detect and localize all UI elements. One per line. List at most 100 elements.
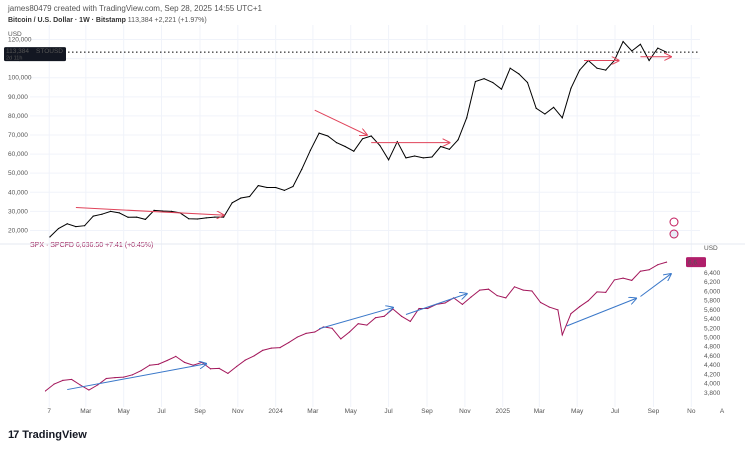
spx-y-tick-label: 5,400 [704,316,721,323]
spx-price-tag [686,257,706,268]
btc-point [370,135,372,137]
btc-point [344,145,346,148]
btc-y-tick-label: 30,000 [8,208,28,215]
spx-point [557,309,559,311]
spx-point [105,377,107,380]
spx-y-tick-label: 5,600 [704,307,721,314]
btc-point [431,156,433,158]
blue-trend-arrow [640,274,670,297]
btc-point [509,67,511,69]
spx-point [262,349,264,352]
btc-point [327,135,329,137]
spx-y-tick-label: 4,000 [704,381,721,388]
spx-point [587,300,589,302]
btc-point [457,139,459,141]
spx-point [427,307,429,310]
price-tags: 113,384 STOUSD 2d 11h 6,6.. [4,47,706,268]
btc-point [353,150,355,152]
btc-point [387,159,390,161]
spx-point [209,368,212,370]
spx-legend[interactable]: SPX · SPCFD 6,636.50 +7.41 (+0.45%) [30,242,153,249]
spx-point [657,264,659,266]
btc-point [596,67,598,69]
spx-point [331,327,333,329]
spx-point [296,336,298,338]
spx-y-tick-label: 4,600 [704,353,721,360]
spx-point [665,261,668,263]
chart-attribution: james80479 created with TradingView.com,… [8,4,263,13]
pane-icons[interactable] [669,217,679,239]
btc-point [422,157,424,159]
time-axis[interactable]: 7 Mar May Jul Sep Nov 2024 Mar May Jul Sep Nov 2025 M… [47,408,724,415]
price-axis[interactable]: USD USD 20,000 30,000 40,000 50,000 60,000 70… [8,31,721,397]
btc-point [466,117,468,119]
btc-point [544,113,546,115]
time-axis-settings: A [720,408,725,415]
spx-point [596,291,598,293]
btc-point [518,73,520,75]
spx-point [166,359,168,362]
spx-point [605,291,607,293]
btc-point [75,226,77,228]
tradingview-logo[interactable]: 17 TradingView [8,429,87,441]
spx-point [392,308,394,310]
spx-y-tick-label: 4,800 [704,344,721,351]
btc-point [170,210,173,212]
spx-point [131,374,133,376]
time-axis-label: May [571,408,584,415]
btc-y-tick-label: 50,000 [8,170,28,177]
btc-point [414,155,416,157]
spx-point [531,290,533,292]
btc-point [57,227,60,230]
time-axis-label: Mar [534,408,546,415]
spx-point [622,277,624,279]
spx-point [548,306,550,308]
us-flag-icon [669,229,679,239]
btc-y-tick-label: 70,000 [8,132,28,139]
spx-point [314,331,316,333]
btc-point [188,218,190,220]
spx-point [613,279,615,281]
btc-currency-label: USD [8,31,22,38]
btc-y-tick-label: 80,000 [8,113,28,120]
spx-point [157,363,160,365]
spx-point [461,303,463,305]
grid [0,25,745,407]
spx-point [631,279,633,281]
btc-point [240,197,242,199]
btc-point [118,212,120,214]
btc-y-tick-label: 120,000 [8,37,32,44]
btc-point [205,217,207,219]
btc-price-tag-value: 113,384 [6,48,29,55]
spx-point [401,315,403,317]
btc-point [275,186,277,189]
time-axis-label: Jul [384,408,393,415]
btc-point [301,168,303,170]
alert-icon[interactable] [669,217,679,227]
spx-y-tick-label: 6,200 [704,279,721,286]
blue-trend-arrow [405,294,467,315]
btc-point [639,43,642,45]
spx-point [288,341,290,344]
spx-y-tick-label: 6,000 [704,288,721,295]
btc-point [535,107,537,109]
spx-point [44,390,47,392]
spx-point [505,297,507,299]
spx-point [496,295,498,297]
spx-pane [44,261,671,392]
btc-point [136,216,138,218]
time-axis-label: May [345,408,358,415]
spx-point [539,301,542,304]
btc-point [196,218,199,220]
spx-point [253,355,255,357]
btc-point [483,78,485,80]
spx-point [149,364,151,366]
spx-point [244,359,246,361]
btc-legend[interactable]: Bitcoin / U.S. Dollar · 1W · Bitstamp 11… [8,17,207,24]
spx-point [570,312,572,315]
btc-y-tick-label: 20,000 [8,227,28,234]
spx-y-tick-label: 5,800 [704,298,721,305]
spx-point [383,315,385,317]
time-axis-label: Mar [80,408,92,415]
